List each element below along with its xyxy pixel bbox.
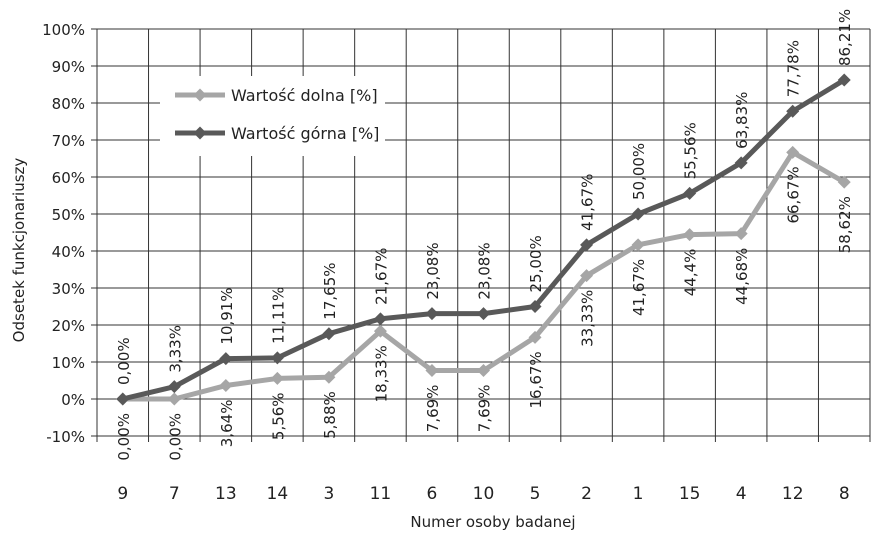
data-label-lower: 18,33% bbox=[372, 345, 390, 402]
data-point-marker bbox=[270, 371, 284, 385]
data-label-upper: 50,00% bbox=[630, 143, 648, 200]
data-label-upper: 0,00% bbox=[115, 337, 133, 385]
x-axis: 9 7 13 14 3 11 6 10 5 2 1 15 4 12 8 bbox=[96, 436, 871, 504]
data-point-marker bbox=[631, 207, 645, 221]
data-label-lower: 58,62% bbox=[836, 196, 854, 253]
data-label-lower: 5,56% bbox=[269, 392, 287, 440]
data-label-lower: 0,00% bbox=[166, 413, 184, 461]
x-tick-label: 6 bbox=[427, 484, 438, 504]
legend-marker bbox=[193, 126, 207, 140]
data-point-marker bbox=[631, 238, 645, 252]
data-label-lower: 7,69% bbox=[424, 385, 442, 433]
y-tick-label: 20% bbox=[52, 317, 85, 335]
data-point-marker bbox=[477, 364, 490, 378]
y-tick-label: 0% bbox=[61, 391, 85, 409]
legend-label: Wartość dolna [%] bbox=[231, 86, 378, 105]
y-tick-label: 70% bbox=[52, 132, 85, 150]
y-tick-label: 80% bbox=[52, 95, 85, 113]
legend-marker bbox=[193, 88, 207, 102]
x-tick-label: 2 bbox=[581, 484, 592, 504]
x-tick-label: 12 bbox=[782, 484, 804, 504]
data-labels: 0,00% 3,33% 10,91% 11,11% 17,65% 21,67% 23,08%… bbox=[115, 9, 854, 461]
data-label-lower: 7,69% bbox=[476, 385, 494, 433]
x-tick-label: 13 bbox=[215, 484, 237, 504]
x-tick-label: 14 bbox=[267, 484, 289, 504]
data-label-lower: 5,88% bbox=[321, 391, 339, 439]
y-tick-label: 50% bbox=[52, 206, 85, 224]
y-tick-label: 40% bbox=[52, 243, 85, 261]
x-axis-title: Numer osoby badanej bbox=[410, 513, 575, 531]
data-point-marker bbox=[477, 307, 490, 321]
series-layer bbox=[116, 73, 851, 406]
y-tick-label: 60% bbox=[52, 169, 85, 187]
data-point-marker bbox=[683, 228, 697, 242]
x-tick-label: 8 bbox=[839, 484, 850, 504]
data-label-upper: 55,56% bbox=[682, 122, 700, 179]
data-point-marker bbox=[373, 324, 387, 338]
data-label-upper: 23,08% bbox=[424, 242, 442, 299]
x-tick-label: 7 bbox=[169, 484, 180, 504]
data-point-marker bbox=[580, 238, 594, 252]
data-label-upper: 86,21% bbox=[836, 9, 854, 66]
x-tick-label: 9 bbox=[117, 484, 128, 504]
x-tick-label: 10 bbox=[473, 484, 495, 504]
data-point-marker bbox=[219, 352, 233, 366]
data-label-upper: 41,67% bbox=[579, 174, 597, 231]
data-point-marker bbox=[219, 379, 233, 393]
data-point-marker bbox=[528, 330, 542, 344]
legend-label: Wartość górna [%] bbox=[231, 124, 379, 143]
data-label-lower: 0,00% bbox=[115, 413, 133, 461]
data-point-marker bbox=[425, 307, 439, 321]
data-label-upper: 23,08% bbox=[476, 242, 494, 299]
data-point-marker bbox=[734, 156, 748, 170]
y-tick-label: 10% bbox=[52, 354, 85, 372]
data-point-marker bbox=[786, 104, 800, 118]
data-point-marker bbox=[270, 351, 284, 365]
data-label-lower: 16,67% bbox=[527, 351, 545, 408]
data-point-marker bbox=[116, 392, 130, 406]
data-point-marker bbox=[683, 186, 697, 200]
data-label-upper: 11,11% bbox=[269, 287, 287, 344]
data-label-upper: 63,83% bbox=[733, 92, 751, 149]
data-point-marker bbox=[425, 364, 439, 378]
data-label-upper: 77,78% bbox=[785, 40, 803, 97]
data-point-marker bbox=[837, 73, 851, 87]
x-tick-label: 3 bbox=[323, 484, 334, 504]
y-tick-label: 90% bbox=[52, 58, 85, 76]
data-point-marker bbox=[786, 145, 800, 159]
data-label-lower: 33,33% bbox=[579, 290, 597, 347]
y-tick-label: 100% bbox=[42, 21, 85, 39]
y-tick-label: 30% bbox=[52, 280, 85, 298]
data-label-upper: 25,00% bbox=[527, 235, 545, 292]
data-label-upper: 3,33% bbox=[166, 325, 184, 373]
data-label-upper: 21,67% bbox=[372, 248, 390, 305]
data-label-upper: 10,91% bbox=[218, 287, 236, 344]
data-point-marker bbox=[373, 312, 387, 326]
data-point-marker bbox=[167, 392, 181, 406]
data-label-upper: 17,65% bbox=[321, 262, 339, 319]
x-tick-label: 15 bbox=[679, 484, 701, 504]
legend-background bbox=[160, 76, 385, 156]
data-point-marker bbox=[322, 327, 336, 341]
x-tick-label: 11 bbox=[370, 484, 392, 504]
x-tick-label: 4 bbox=[736, 484, 747, 504]
y-axis-title: Odsetek funkcjonariuszy bbox=[10, 158, 28, 343]
data-point-marker bbox=[528, 300, 542, 313]
data-point-marker bbox=[167, 380, 181, 394]
data-label-lower: 44,68% bbox=[733, 248, 751, 305]
x-tick-label: 5 bbox=[530, 484, 541, 504]
data-label-lower: 66,67% bbox=[785, 166, 803, 223]
y-tick-label: -10% bbox=[46, 428, 85, 446]
data-label-lower: 3,64% bbox=[218, 400, 236, 448]
data-point-marker bbox=[322, 370, 336, 384]
data-point-marker bbox=[734, 227, 748, 241]
data-point-marker bbox=[837, 175, 851, 189]
x-tick-label: 1 bbox=[633, 484, 644, 504]
data-label-lower: 41,67% bbox=[630, 259, 648, 316]
data-label-lower: 44,4% bbox=[682, 249, 700, 297]
legend: Wartość dolna [%] Wartość górna [%] bbox=[160, 76, 385, 156]
y-axis: -10% 0% 10% 20% 30% 40% 50% 60% 70% 80% 90% 100% bbox=[42, 21, 97, 446]
data-point-marker bbox=[580, 269, 594, 283]
